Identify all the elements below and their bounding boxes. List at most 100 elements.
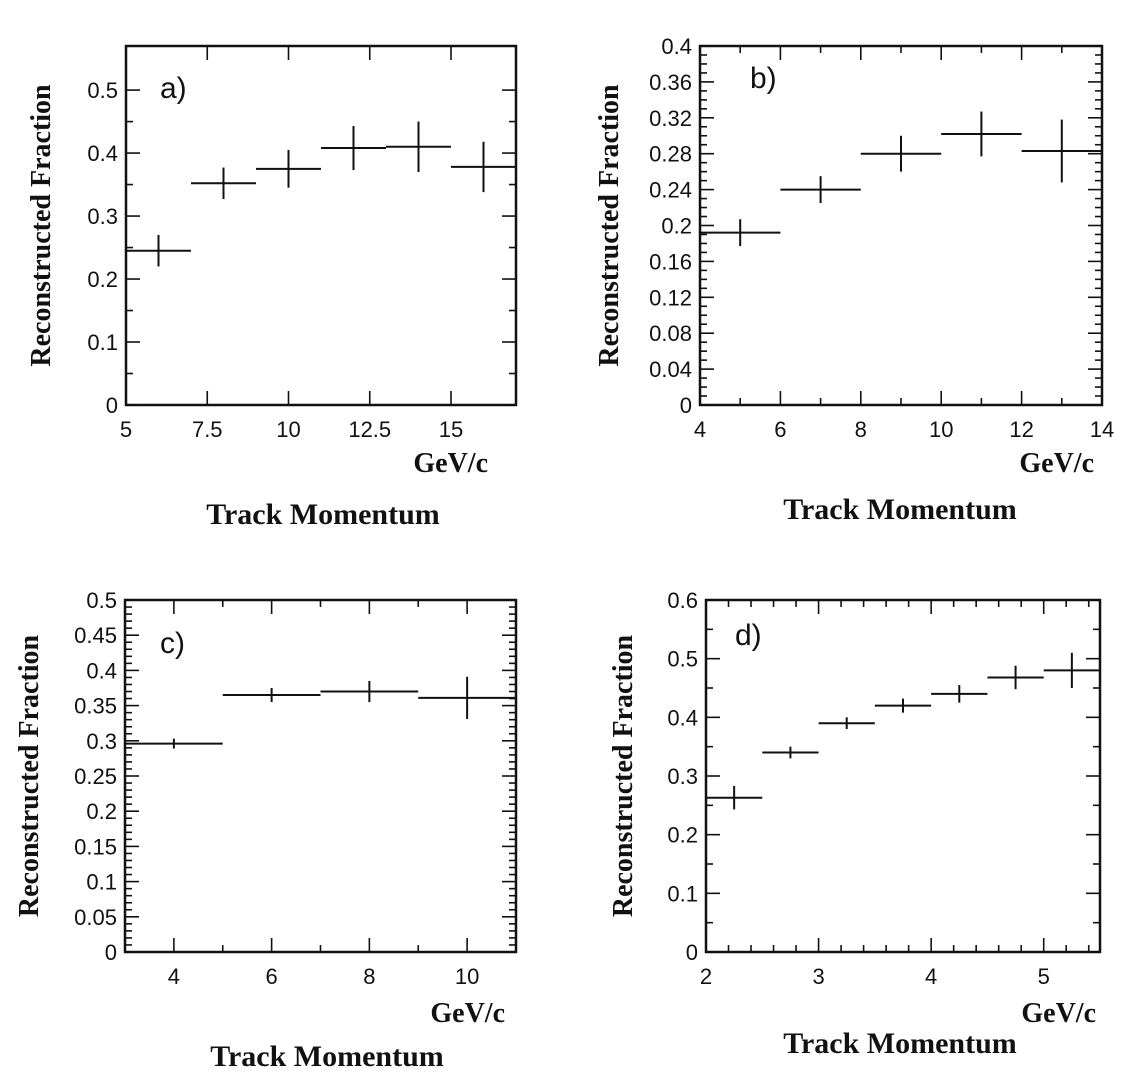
y-tick-label: 0.5 [87,78,118,103]
x-axis-title: Track Momentum [783,1027,1017,1060]
panel-label: b) [750,62,777,95]
x-tick-label: 12 [1009,417,1033,442]
x-tick-label: 4 [925,964,937,989]
x-axis-unit: GeV/c [1019,448,1094,479]
y-tick-label: 0.1 [86,870,117,895]
data-point [941,111,1022,157]
y-tick-label: 0.1 [667,881,698,906]
y-tick-label: 0.4 [87,141,118,166]
y-tick-label: 0.45 [74,623,117,648]
data-point [222,688,321,703]
y-tick-label: 0 [686,940,698,965]
y-tick-label: 0.24 [649,178,692,203]
y-tick-label: 0.2 [86,799,117,824]
chart-panel-d: 0 0.1 0.2 0.3 0.4 0.5 0.6 2 3 4 5 d) Reconstructed F… [608,588,1102,1060]
x-tick-label: 2 [700,964,712,989]
x-tick-label: 4 [694,417,706,442]
data-point [706,785,763,810]
y-axis-title: Reconstructed Fraction [608,634,639,917]
y-tick-label: 0.2 [661,214,692,239]
y-tick-label: 0.3 [667,764,698,789]
data-point [1043,652,1100,688]
y-tick-label: 0.4 [667,705,698,730]
y-axis-title: Reconstructed Fraction [14,634,45,917]
x-tick-label: 5 [120,417,132,442]
y-tick-label: 0.5 [667,647,698,672]
x-axis-title: Track Momentum [783,493,1017,526]
y-tick-label: 0.3 [86,729,117,754]
data-point [451,141,516,193]
y-tick-label: 0.32 [649,106,692,131]
x-tick-label: 8 [363,964,375,989]
x-tick-label: 6 [266,964,278,989]
data-point [191,167,256,200]
x-tick-label: 15 [439,417,463,442]
y-tick-label: 0.15 [74,834,117,859]
x-tick-label: 10 [929,417,953,442]
x-tick-label: 10 [455,964,479,989]
y-tick-label: 0 [105,940,117,965]
panel-label: a) [160,72,187,105]
y-axis-title: Reconstructed Fraction [26,84,57,367]
data-point [762,746,819,759]
y-tick-label: 0.6 [667,588,698,613]
y-tick-label: 0 [106,393,118,418]
y-tick-label: 0.36 [649,70,692,95]
data-point [987,665,1044,690]
y-tick-label: 0.05 [74,905,117,930]
y-axis-title: Reconstructed Fraction [594,84,625,367]
x-tick-label: 10 [276,417,300,442]
y-tick-label: 0.35 [74,694,117,719]
y-tick-label: 0.5 [86,588,117,613]
data-point [321,125,386,171]
x-tick-label: 5 [1038,964,1050,989]
y-tick-label: 0.3 [87,204,118,229]
panel-label: d) [735,619,762,652]
y-tick-label: 0.28 [649,142,692,167]
x-tick-label: 6 [774,417,786,442]
y-tick-label: 0.12 [649,285,692,310]
x-tick-label: 14 [1090,417,1114,442]
data-point [125,738,223,749]
plot-frame [704,598,1102,954]
data-point [874,698,932,713]
x-axis-unit: GeV/c [430,998,505,1029]
data-point [818,717,875,730]
y-tick-label: 0.1 [87,330,118,355]
y-tick-label: 0.25 [74,764,117,789]
x-axis-title: Track Momentum [206,498,440,531]
x-axis-unit: GeV/c [413,448,488,479]
chart-panel-a: 0 0.1 0.2 0.3 0.4 0.5 5 7.5 10 12.5 15 a) Reconstruc… [26,44,518,531]
x-axis-title: Track Momentum [210,1040,444,1073]
data-point [386,121,451,172]
data-point [256,149,321,188]
x-tick-label: 8 [855,417,867,442]
y-tick-label: 0.04 [649,357,692,382]
data-point [700,219,781,247]
data-point [1021,119,1102,183]
data-point [126,234,191,267]
plot-frame [698,44,1104,407]
data-point [780,176,861,204]
x-tick-label: 12.5 [348,417,391,442]
y-tick-label: 0.2 [87,267,118,292]
y-tick-label: 0.08 [649,321,692,346]
y-tick-label: 0.4 [86,658,117,683]
panel-label: c) [160,627,185,660]
plot-frame [124,44,518,407]
x-tick-label: 4 [168,964,180,989]
chart-panel-c: 0 0.05 0.1 0.15 0.2 0.25 0.3 0.35 0.4 0.45 0.5 4 6 8 1… [14,588,518,1073]
chart-panel-b: 0 0.04 0.08 0.12 0.16 0.2 0.24 0.28 0.32 0.36 0.4 4… [594,34,1114,526]
data-point [860,135,942,172]
y-tick-label: 0.16 [649,249,692,274]
y-tick-label: 0.4 [661,34,692,59]
x-tick-label: 7.5 [192,417,223,442]
x-axis-unit: GeV/c [1021,998,1096,1029]
data-point [320,680,419,703]
data-point [418,676,516,719]
data-point [931,685,988,703]
y-tick-label: 0 [680,393,692,418]
y-tick-label: 0.2 [667,823,698,848]
x-tick-label: 3 [812,964,824,989]
